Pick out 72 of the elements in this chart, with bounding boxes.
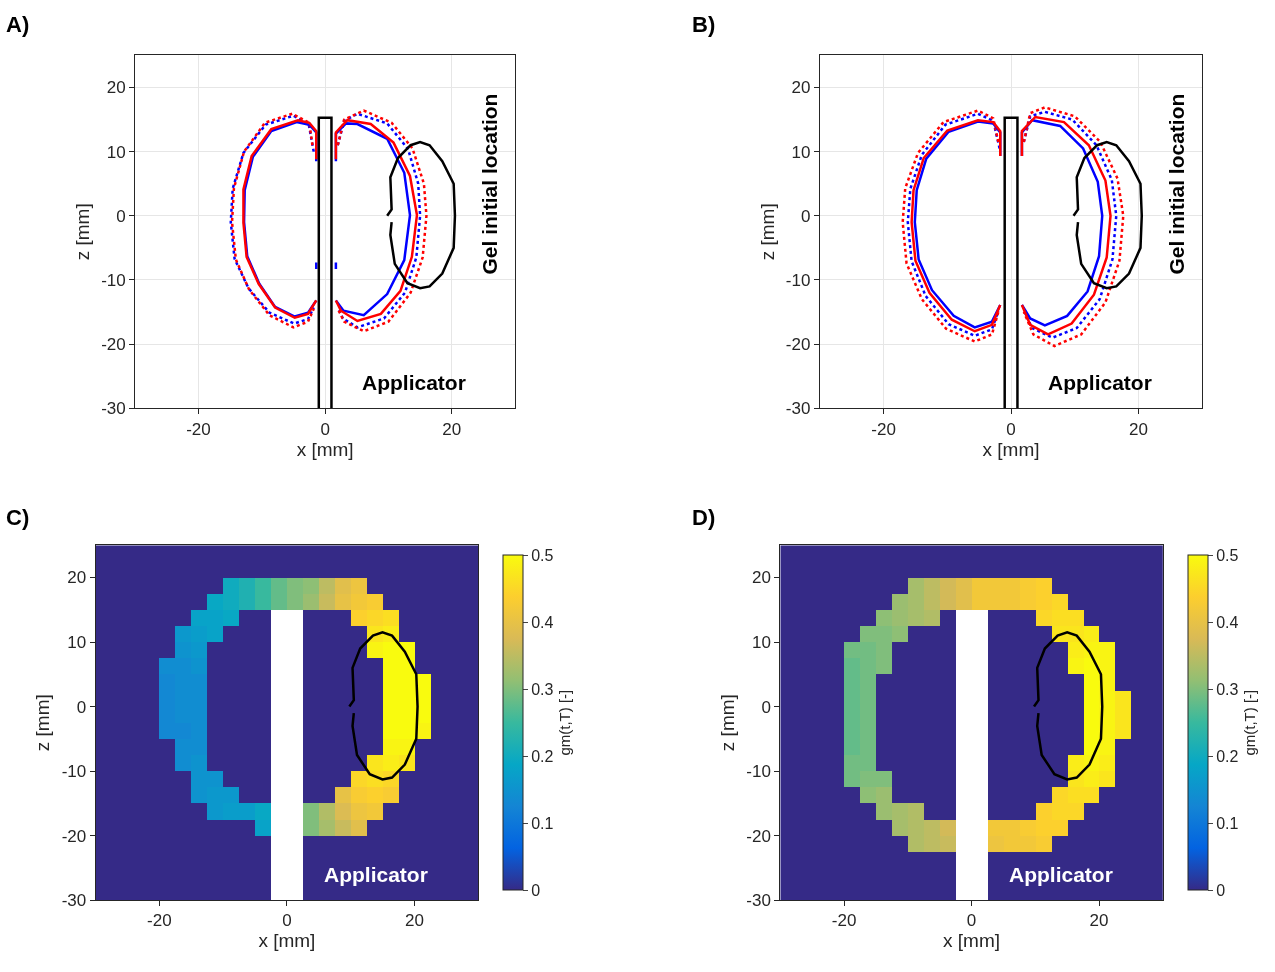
- y-tick-label: -20: [785, 335, 811, 355]
- color-bar-label: 0.4: [531, 613, 554, 631]
- color-bar-title: gm(t,T) [-]: [555, 689, 573, 756]
- x-tick-label: 0: [320, 419, 330, 439]
- y-axis-title: z [mm]: [756, 203, 778, 261]
- x-tick-label: -20: [147, 911, 172, 931]
- y-tick-label: 10: [106, 142, 126, 162]
- color-bar-label: 0.2: [531, 747, 554, 765]
- annotation: Gel initial location: [478, 93, 502, 275]
- y-tick-label: 0: [76, 697, 87, 717]
- color-bar-label: 0.5: [531, 546, 554, 564]
- chart-title: C): [6, 505, 30, 530]
- y-tick-label: 0: [800, 206, 811, 226]
- annotation: Applicator: [324, 863, 428, 886]
- x-tick-label: 0: [1006, 419, 1016, 439]
- color-bar-label: 0.2: [1216, 747, 1239, 765]
- y-tick-label: 20: [751, 568, 771, 588]
- x-tick-label: -20: [831, 911, 857, 931]
- x-tick-label: 20: [404, 911, 424, 931]
- x-tick-label: 20: [442, 419, 462, 439]
- chart-title: D): [692, 505, 716, 530]
- y-tick-label: -30: [61, 891, 87, 911]
- y-axis-title: z [mm]: [32, 694, 54, 752]
- line-series: [1032, 631, 1104, 781]
- y-tick-label: 20: [67, 568, 87, 588]
- color-bar-label: 0.4: [1216, 613, 1239, 631]
- y-tick-label: -10: [785, 270, 811, 290]
- color-bar-label: 0.5: [1216, 546, 1239, 564]
- x-axis-title: x [mm]: [296, 438, 354, 460]
- line-series: [348, 631, 419, 781]
- y-axis-title: z [mm]: [717, 694, 739, 752]
- y-tick-label: 20: [106, 78, 126, 98]
- x-axis-title: x [mm]: [258, 930, 316, 952]
- y-tick-label: -30: [785, 399, 811, 419]
- x-tick-label: -20: [186, 419, 211, 439]
- y-tick-label: 0: [761, 697, 771, 717]
- annotation: Applicator: [362, 371, 466, 394]
- y-tick-label: -20: [746, 826, 771, 846]
- y-axis-title: z [mm]: [72, 203, 94, 261]
- color-bar-title: gm(t,T) [-]: [1240, 689, 1258, 756]
- y-tick-label: -10: [61, 762, 87, 782]
- y-tick-label: -30: [746, 891, 771, 911]
- line-series: [1072, 140, 1144, 290]
- x-axis-title: x [mm]: [982, 438, 1040, 460]
- x-tick-label: -20: [871, 419, 896, 439]
- y-tick-label: -10: [101, 270, 126, 290]
- color-bar-label: 0: [1216, 881, 1226, 899]
- chart-title: B): [692, 12, 716, 37]
- chart-title: A): [6, 12, 30, 37]
- y-tick-label: 10: [791, 142, 811, 162]
- color-bar-label: 0: [531, 881, 541, 899]
- annotation: Gel initial location: [1165, 93, 1189, 275]
- annotation: Applicator: [1009, 863, 1113, 886]
- y-tick-label: -30: [101, 399, 126, 419]
- y-tick-label: 20: [791, 78, 811, 98]
- color-bar-label: 0.1: [531, 814, 554, 832]
- line-series: [385, 140, 457, 290]
- y-tick-label: -20: [101, 335, 126, 355]
- y-tick-label: -10: [746, 762, 771, 782]
- x-tick-label: 0: [282, 911, 292, 931]
- color-bar-label: 0.3: [531, 680, 554, 698]
- annotation: Applicator: [1048, 371, 1152, 394]
- color-bar-label: 0.1: [1216, 814, 1239, 832]
- y-tick-label: 0: [116, 206, 126, 226]
- x-tick-label: 0: [966, 911, 977, 931]
- x-tick-label: 20: [1089, 911, 1109, 931]
- y-tick-label: -20: [61, 826, 87, 846]
- color-bar-label: 0.3: [1216, 680, 1239, 698]
- y-tick-label: 10: [751, 633, 771, 652]
- y-tick-label: 10: [67, 633, 87, 652]
- x-axis-title: x [mm]: [943, 930, 1001, 952]
- x-tick-label: 20: [1129, 419, 1149, 439]
